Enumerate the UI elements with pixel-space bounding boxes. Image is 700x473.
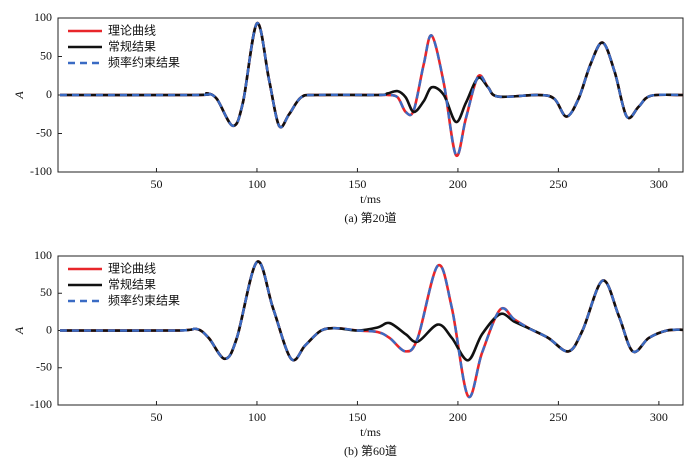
legend-label: 频率约束结果 bbox=[108, 293, 180, 308]
y-tick-label: 50 bbox=[40, 285, 52, 299]
series-line bbox=[60, 260, 684, 362]
x-axis-label: t/ms bbox=[360, 192, 381, 206]
y-tick-label: 100 bbox=[34, 248, 52, 262]
x-axis-label: t/ms bbox=[360, 425, 381, 439]
x-tick-label: 150 bbox=[348, 410, 366, 424]
legend-label: 常规结果 bbox=[108, 39, 156, 54]
x-tick-label: 50 bbox=[150, 410, 162, 424]
y-axis-label: A bbox=[12, 91, 26, 100]
y-tick-label: 50 bbox=[40, 48, 52, 62]
y-tick-label: 100 bbox=[34, 10, 52, 24]
caption: (a) 第20道 bbox=[344, 211, 396, 225]
y-tick-label: -100 bbox=[30, 397, 52, 411]
legend-label: 频率约束结果 bbox=[108, 55, 180, 70]
x-tick-label: 250 bbox=[549, 177, 567, 191]
x-tick-label: 100 bbox=[248, 410, 266, 424]
x-tick-label: 150 bbox=[348, 177, 366, 191]
x-tick-label: 300 bbox=[650, 410, 668, 424]
y-tick-label: -100 bbox=[30, 164, 52, 178]
y-tick-label: 0 bbox=[46, 322, 52, 336]
x-tick-label: 200 bbox=[449, 410, 467, 424]
x-tick-label: 250 bbox=[549, 410, 567, 424]
series-line bbox=[60, 22, 684, 157]
caption: (b) 第60道 bbox=[344, 444, 397, 458]
y-tick-label: 0 bbox=[46, 87, 52, 101]
y-axis-label: A bbox=[12, 326, 26, 335]
legend-label: 理论曲线 bbox=[108, 262, 156, 276]
legend-label: 理论曲线 bbox=[108, 24, 156, 38]
x-tick-label: 50 bbox=[150, 177, 162, 191]
x-tick-label: 300 bbox=[650, 177, 668, 191]
y-tick-label: -50 bbox=[36, 125, 52, 139]
series-line bbox=[60, 260, 684, 399]
series-line bbox=[60, 22, 684, 129]
legend-label: 常规结果 bbox=[108, 277, 156, 292]
y-tick-label: -50 bbox=[36, 360, 52, 374]
x-tick-label: 200 bbox=[449, 177, 467, 191]
x-tick-label: 100 bbox=[248, 177, 266, 191]
